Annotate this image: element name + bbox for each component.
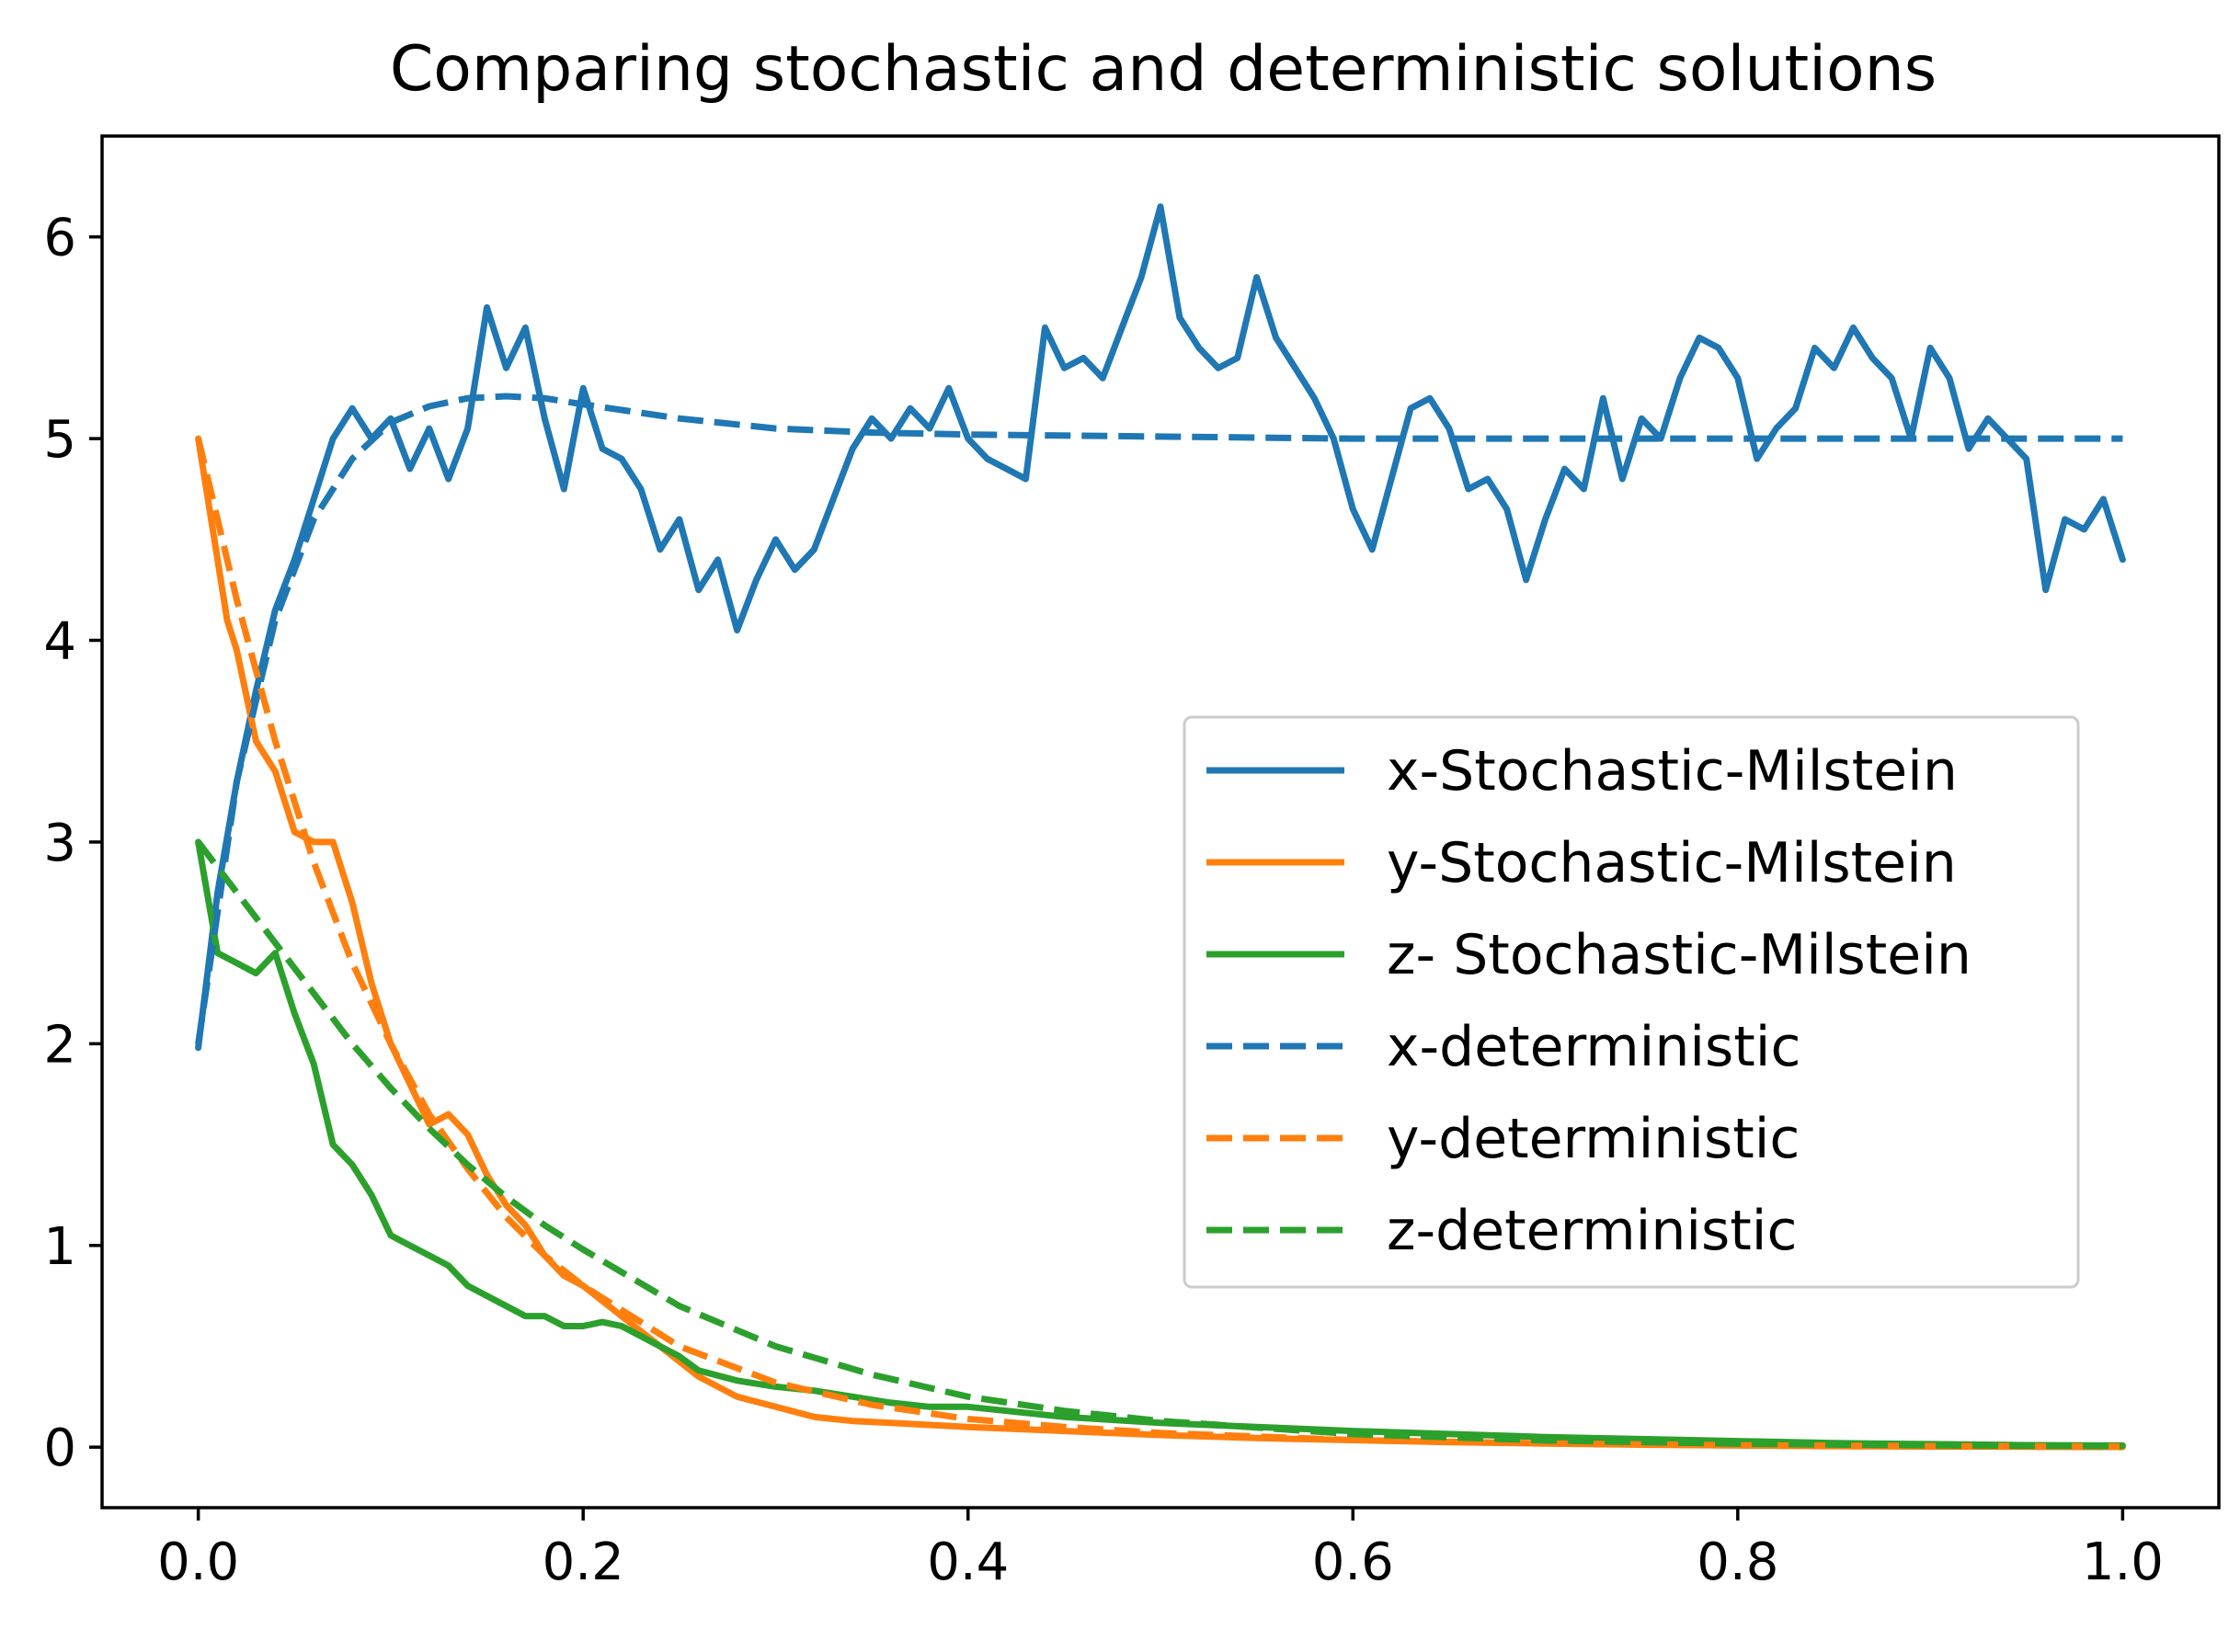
y-tick-label: 1 (43, 1217, 76, 1277)
axes-frame (100, 134, 2221, 1510)
legend-entries: x-Stochastic-Milstein y-Stochastic-Milste… (1206, 739, 1971, 1263)
y-axis: 0 1 2 3 4 5 6 (43, 209, 102, 1478)
x-tick-label: 0.0 (157, 1532, 239, 1592)
legend-label: y-deterministic (1387, 1107, 1800, 1171)
y-tick-label: 6 (43, 209, 76, 268)
series-layer (195, 203, 2126, 1451)
legend-label: x-Stochastic-Milstein (1387, 739, 1958, 803)
legend-frame (1183, 715, 2080, 1289)
series-line-x-deterministic (195, 393, 2123, 1044)
series-line-y-deterministic (195, 438, 2123, 1450)
legend-label: x-deterministic (1387, 1015, 1800, 1079)
x-tick-label: 0.8 (1697, 1532, 1778, 1592)
y-tick-label: 2 (43, 1015, 76, 1075)
series-line-x-stochastic-milstein (195, 203, 2126, 1052)
x-axis: 0.0 0.2 0.4 0.6 0.8 1.0 (157, 1508, 2164, 1592)
chart-title: Comparing stochastic and deterministic s… (390, 33, 1937, 106)
y-tick-label: 3 (43, 814, 76, 873)
x-tick-label: 1.0 (2082, 1532, 2164, 1592)
y-tick-label: 5 (43, 410, 76, 470)
x-tick-label: 0.2 (543, 1532, 624, 1592)
y-tick-label: 4 (43, 612, 76, 672)
y-tick-label: 0 (43, 1418, 76, 1478)
legend-label: z-deterministic (1387, 1199, 1797, 1263)
legend-label: y-Stochastic-Milstein (1387, 831, 1957, 895)
legend: x-Stochastic-Milstein y-Stochastic-Milste… (1183, 715, 2080, 1289)
plot-area: 0.0 0.2 0.4 0.6 0.8 1.0 0 1 2 3 4 5 6 (43, 134, 2221, 1592)
x-tick-label: 0.6 (1312, 1532, 1394, 1592)
x-tick-label: 0.4 (927, 1532, 1009, 1592)
legend-label: z- Stochastic-Milstein (1387, 923, 1971, 987)
series-line-z-deterministic (195, 839, 2123, 1450)
